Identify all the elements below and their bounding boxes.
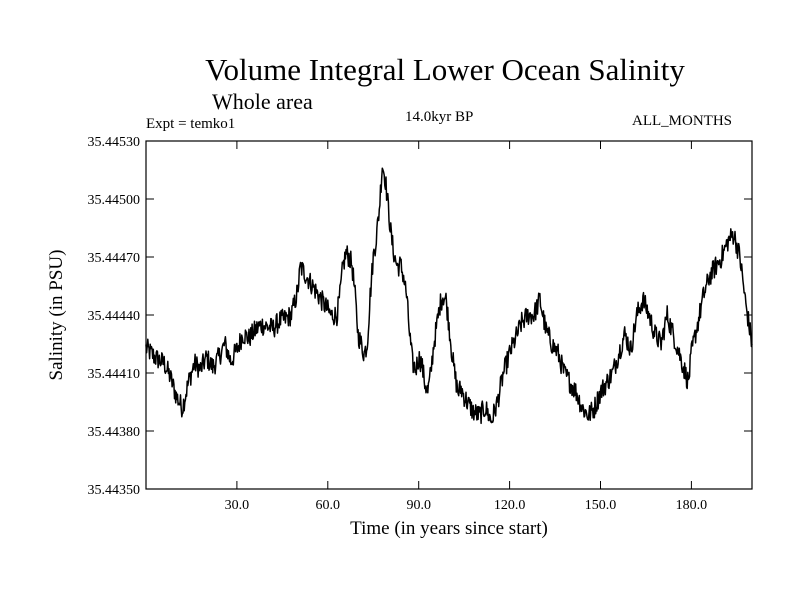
y-tick-label: 35.44380 — [88, 425, 141, 440]
x-tick-label: 150.0 — [585, 498, 617, 513]
y-tick-label: 35.44530 — [88, 135, 141, 150]
x-tick-label: 60.0 — [316, 498, 341, 513]
y-tick-label: 35.44500 — [88, 193, 141, 208]
y-tick-label: 35.44350 — [88, 483, 141, 498]
y-axis-ticks: 35.44350 35.44380 35.44410 35.44440 35.44470… — [88, 135, 752, 498]
salinity-series-line — [145, 167, 753, 425]
x-tick-label: 120.0 — [494, 498, 526, 513]
x-tick-label: 90.0 — [406, 498, 431, 513]
x-tick-label: 180.0 — [676, 498, 708, 513]
x-tick-label: 30.0 — [225, 498, 250, 513]
months-label: ALL_MONTHS — [632, 113, 732, 129]
y-tick-label: 35.44410 — [88, 367, 141, 382]
chart-title: Volume Integral Lower Ocean Salinity — [205, 52, 685, 87]
y-tick-label: 35.44470 — [88, 251, 141, 266]
plot-frame — [145, 140, 753, 490]
x-axis-label: Time (in years since start) — [350, 518, 548, 539]
period-label: 14.0kyr BP — [405, 109, 474, 125]
x-axis-ticks: 30.0 60.0 90.0 120.0 150.0 180.0 — [225, 141, 708, 513]
experiment-label: Expt = temko1 — [146, 116, 236, 132]
chart-subtitle: Whole area — [212, 89, 313, 114]
y-axis-label: Salinity (in PSU) — [46, 250, 67, 381]
y-tick-label: 35.44440 — [88, 309, 141, 324]
